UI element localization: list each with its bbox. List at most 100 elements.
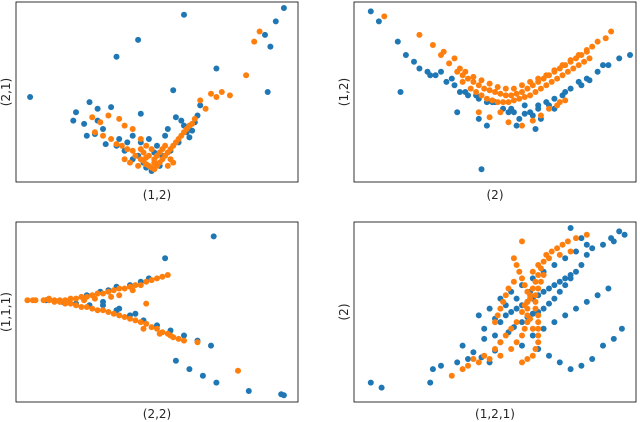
scatter-point-orange [64,298,71,305]
scatter-point-orange [500,99,507,106]
scatter-point-orange [537,278,544,285]
scatter-point-orange [97,119,104,126]
scatter-point-orange [540,258,547,265]
scatter-point-orange [127,159,133,166]
scatter-point-blue [605,62,612,69]
scatter-point-orange [573,235,579,242]
scatter-point-orange [467,85,474,92]
scatter-point-orange [551,67,558,74]
scatter-point-orange [554,245,561,252]
scatter-point-orange [527,78,534,85]
scatter-point-orange [546,105,552,112]
scatter-point-orange [543,72,550,79]
scatter-point-blue [483,122,490,129]
scatter-point-blue [527,109,534,116]
scatter-point-orange [478,77,485,84]
scatter-point-orange [440,48,447,55]
scatter-point-blue [535,105,542,112]
scatter-point-orange [505,119,512,126]
scatter-point-blue [102,141,109,148]
scatter-point-blue [465,356,471,362]
scatter-point-blue [551,282,558,289]
scatter-point-orange [529,285,536,292]
scatter-point-orange [519,238,525,245]
scatter-point-orange [478,92,485,99]
scatter-point-orange [516,268,523,275]
scatter-point-orange [451,55,458,62]
scatter-point-orange [116,312,123,319]
scatter-point-orange [56,298,63,305]
scatter-point-orange [137,319,144,326]
scatter-point-blue [583,251,590,258]
scatter-point-orange [486,114,493,121]
scatter-point-blue [100,126,106,132]
scatter-point-blue [513,295,520,302]
scatter-point-orange [535,319,542,326]
scatter-point-orange [465,75,471,82]
scatter-point-orange [535,325,542,332]
scatter-point-blue [197,102,204,109]
scatter-point-orange [500,298,507,305]
scatter-point-orange [470,78,477,85]
scatter-point-blue [567,85,574,92]
scatter-point-orange [73,295,79,302]
subplot-top-right: (2) (1,2) [337,1,637,202]
scatter-point-orange [554,102,561,109]
scatter-point-orange [510,278,517,285]
scatter-point-orange [137,146,144,153]
scatter-point-blue [562,89,569,95]
scatter-point-orange [129,126,136,132]
scatter-point-blue [172,357,179,364]
scatter-point-blue [164,126,171,132]
scatter-point-orange [532,305,539,312]
scatter-point-blue [540,288,547,295]
subplot-bottom-right: (1,2,1) (2) [337,221,637,421]
scatter-point-orange [208,90,214,97]
scatter-point-orange [505,99,512,106]
scatter-point-orange [73,302,79,309]
scatter-point-orange [135,162,142,169]
scatter-point-orange [81,297,88,304]
scatter-point-orange [583,231,590,238]
scatter-point-blue [508,309,515,315]
scatter-point-blue [116,136,123,142]
scatter-point-blue [94,105,101,112]
scatter-point-blue [556,359,563,366]
scatter-point-orange [513,339,520,346]
scatter-point-orange [508,346,515,352]
scatter-point-blue [162,255,169,262]
scatter-point-orange [191,115,198,122]
scatter-point-blue [427,72,434,79]
scatter-point-blue [562,312,569,319]
scatter-point-orange [51,298,58,305]
scatter-point-blue [589,356,596,362]
scatter-point-blue [367,379,374,386]
scatter-point-blue [100,298,106,305]
scatter-point-orange [118,142,125,149]
scatter-point-orange [483,95,490,102]
scatter-point-orange [121,156,128,163]
scatter-point-orange [529,268,536,275]
scatter-point-orange [521,94,528,100]
scatter-point-orange [519,82,525,89]
scatter-point-orange [564,68,571,75]
scatter-point-orange [148,146,155,153]
scatter-point-orange [497,352,504,359]
x-axis-label: (2) [487,188,504,202]
scatter-point-blue [510,109,517,116]
scatter-point-orange [540,272,547,278]
scatter-point-orange [110,287,117,294]
scatter-point-blue [178,117,185,124]
scatter-point-orange [78,304,85,310]
scatter-point-blue [578,82,585,89]
scatter-point-orange [105,309,112,315]
scatter-point-orange [162,142,169,149]
scatter-point-orange [446,60,453,67]
scatter-point-blue [145,136,152,142]
scatter-point-orange [129,147,136,154]
points-layer [24,233,287,399]
scatter-point-blue [567,272,574,278]
scatter-point-orange [116,292,123,299]
scatter-point-blue [616,55,623,62]
scatter-point-blue [521,110,528,117]
